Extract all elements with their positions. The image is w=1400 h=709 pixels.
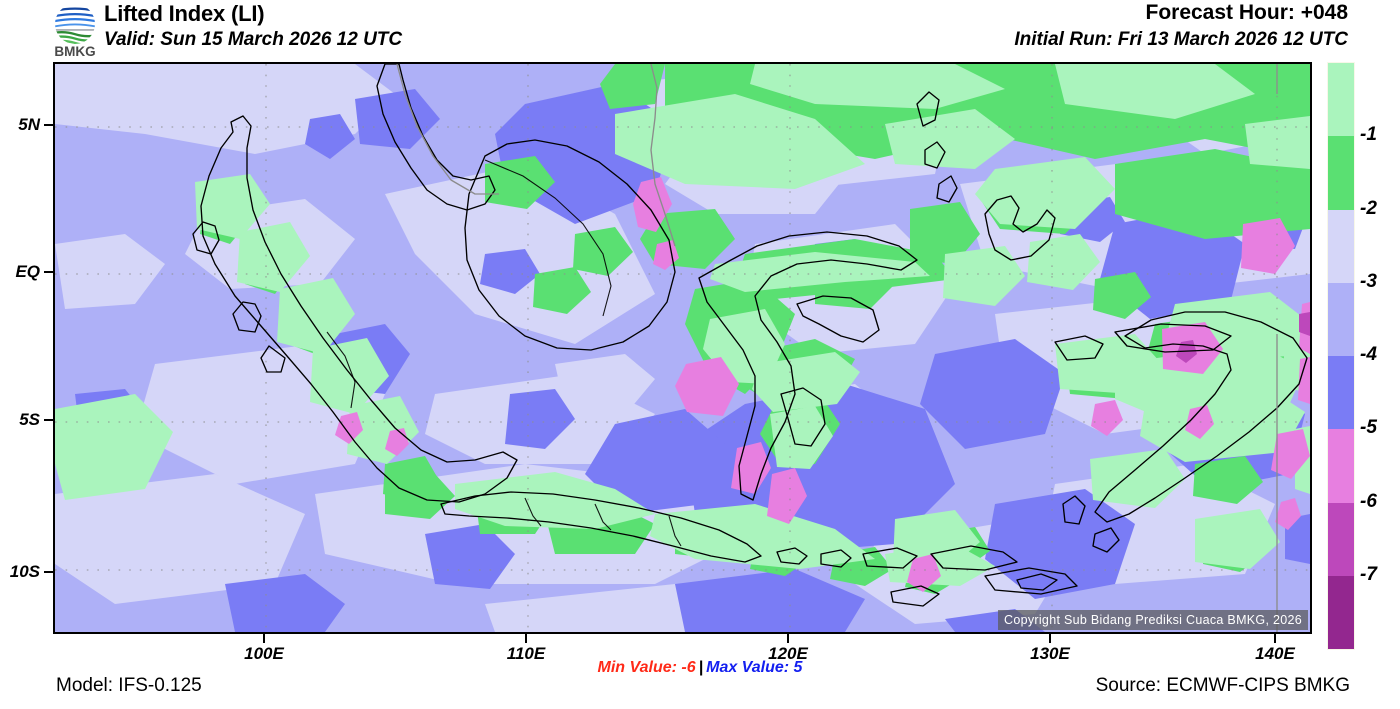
colorbar-tick--4: -4	[1360, 344, 1377, 365]
colorbar-tick--5: -5	[1360, 417, 1377, 439]
svg-text:BMKG: BMKG	[54, 44, 95, 58]
colorbar-band-7	[1328, 575, 1354, 649]
colorbar-tick--2: -2	[1360, 197, 1377, 219]
y-axis-label-5s: 5S	[19, 410, 40, 429]
max-value-label: Max Value: 5	[706, 659, 803, 676]
x-tick-130e	[1049, 634, 1051, 643]
colorbar-tick--7: -7	[1360, 563, 1377, 585]
x-tick-120e	[787, 634, 789, 643]
colorbar-band-1	[1328, 136, 1354, 210]
lifted-index-field	[55, 64, 1310, 632]
page-title: Lifted Index (LI)	[104, 1, 265, 26]
valid-time-label: Valid: Sun 15 March 2026 12 UTC	[104, 29, 403, 50]
x-axis-label-110e: 110E	[506, 644, 546, 663]
x-axis-label-120e: 120E	[768, 644, 808, 663]
y-axis-label-10s: 10S	[9, 562, 40, 581]
source-label: Source: ECMWF-CIPS BMKG	[1095, 675, 1350, 696]
colorbar-tick--3: -3	[1360, 270, 1377, 292]
colorbar-tick--1: -1	[1360, 124, 1377, 146]
colorbar-band-6	[1328, 502, 1354, 576]
x-tick-100e	[263, 634, 265, 643]
coastlines	[192, 64, 1308, 607]
admin-borders	[326, 159, 682, 547]
x-tick-140e	[1274, 634, 1276, 643]
colorbar-tick--6: -6	[1360, 490, 1377, 512]
min-value-label: Min Value: -6	[597, 659, 696, 676]
colorbar-band-0	[1328, 63, 1354, 137]
country-borders	[396, 64, 1278, 632]
colorbar-band-3	[1328, 282, 1354, 356]
initial-run-label: Initial Run: Fri 13 March 2026 12 UTC	[1014, 29, 1348, 50]
y-tick-eq	[44, 271, 53, 273]
colorbar-band-4	[1328, 356, 1354, 430]
header-bar: BMKG Lifted Index (LI) Valid: Sun 15 Mar…	[0, 0, 1400, 62]
min-max-value-line: Min Value: -6 | Max Value: 5	[0, 659, 1400, 677]
x-axis-label-100e: 100E	[244, 644, 284, 663]
y-tick-10s	[44, 571, 53, 573]
bmkg-logo-icon: BMKG	[54, 4, 96, 58]
y-tick-5s	[44, 419, 53, 421]
colorbar[interactable]	[1327, 62, 1355, 650]
colorbar-band-5	[1328, 429, 1354, 503]
x-tick-110e	[525, 634, 527, 643]
model-label: Model: IFS-0.125	[56, 675, 202, 696]
forecast-hour-label: Forecast Hour: +048	[1145, 1, 1349, 24]
y-axis-label-5n: 5N	[18, 115, 40, 134]
minmax-separator: |	[698, 659, 704, 676]
y-axis-label-eq: EQ	[15, 262, 40, 281]
colorbar-band-2	[1328, 209, 1354, 283]
x-axis-label-130e: 130E	[1030, 644, 1070, 663]
y-tick-5n	[44, 124, 53, 126]
map-panel[interactable]: Copyright Sub Bidang Prediksi Cuaca BMKG…	[53, 62, 1312, 634]
copyright-watermark: Copyright Sub Bidang Prediksi Cuaca BMKG…	[998, 610, 1308, 630]
x-axis-label-140e: 140E	[1255, 644, 1295, 663]
